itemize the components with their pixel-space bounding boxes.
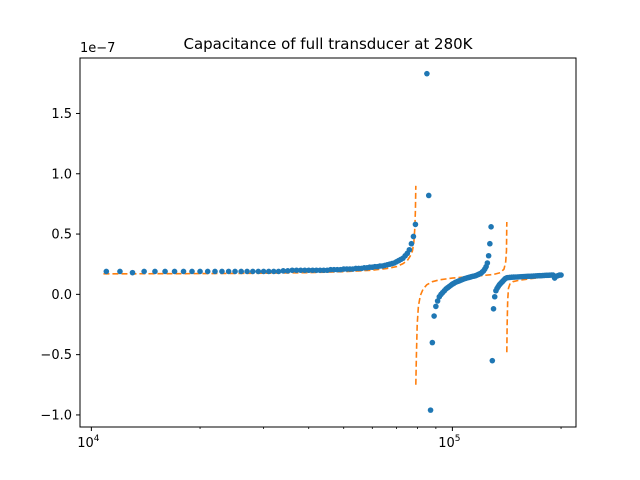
- data-point-4: [152, 268, 158, 275]
- data-layer: [103, 70, 564, 413]
- data-point-2: [129, 269, 136, 276]
- data-point-75: [434, 298, 441, 304]
- data-point-6: [171, 268, 178, 275]
- data-point-13: [225, 268, 232, 275]
- data-point-112: [488, 224, 494, 230]
- y-tick-label-3: 0.5: [51, 228, 72, 243]
- data-point-16: [244, 268, 250, 275]
- data-point-111: [487, 240, 493, 247]
- data-point-113: [489, 357, 496, 364]
- data-point-66: [408, 240, 415, 247]
- data-point-17: [250, 268, 256, 275]
- data-point-28: [301, 267, 308, 274]
- data-point-29: [305, 267, 312, 274]
- data-point-26: [293, 267, 300, 274]
- data-point-5: [162, 268, 168, 275]
- data-point-7: [180, 268, 187, 275]
- data-point-114: [490, 306, 497, 312]
- y-tick-label-5: 1.5: [51, 107, 72, 122]
- data-point-72: [429, 339, 436, 346]
- model-line-segment-2: [506, 274, 562, 353]
- data-point-11: [212, 268, 218, 275]
- data-point-14: [232, 268, 238, 275]
- data-point-65: [406, 246, 413, 253]
- data-point-155: [558, 272, 564, 278]
- y-tick-label-1: −0.5: [40, 348, 72, 363]
- data-point-22: [275, 268, 282, 275]
- data-point-25: [289, 267, 296, 274]
- y-tick-label-2: 0.0: [51, 288, 72, 303]
- data-point-3: [141, 268, 147, 275]
- data-point-68: [412, 221, 419, 228]
- x-tick-label-0: 104: [77, 434, 100, 451]
- data-point-74: [433, 303, 439, 310]
- data-point-0: [103, 268, 110, 275]
- y-tick-label-0: −1.0: [40, 408, 72, 423]
- data-point-70: [425, 192, 432, 199]
- data-point-115: [491, 293, 498, 300]
- data-point-19: [260, 268, 267, 275]
- model-line-segment-1: [415, 221, 508, 385]
- data-point-8: [189, 268, 195, 275]
- data-point-9: [197, 268, 203, 275]
- data-point-110: [485, 252, 492, 259]
- data-point-109: [484, 260, 491, 266]
- data-point-69: [424, 70, 430, 77]
- data-point-1: [117, 268, 123, 275]
- data-point-67: [410, 233, 417, 240]
- y-offset-label: 1e−7: [80, 41, 115, 56]
- x-tick-label-1: 105: [438, 434, 460, 451]
- data-point-73: [431, 313, 437, 319]
- plot-area: −1.0 −0.5 0.0 0.5 1.0 1.5 104 105: [40, 70, 564, 451]
- data-point-24: [284, 268, 291, 274]
- data-point-12: [219, 268, 225, 275]
- data-point-27: [297, 267, 304, 274]
- data-point-23: [280, 268, 287, 274]
- data-point-21: [270, 268, 277, 275]
- data-point-10: [204, 268, 211, 275]
- plot-frame: [79, 57, 577, 428]
- data-point-18: [255, 268, 262, 275]
- data-point-15: [238, 268, 244, 275]
- y-tick-label-4: 1.0: [51, 167, 72, 182]
- data-point-71: [427, 407, 434, 413]
- data-point-20: [265, 268, 272, 275]
- chart-title: Capacitance of full transducer at 280K: [183, 35, 473, 53]
